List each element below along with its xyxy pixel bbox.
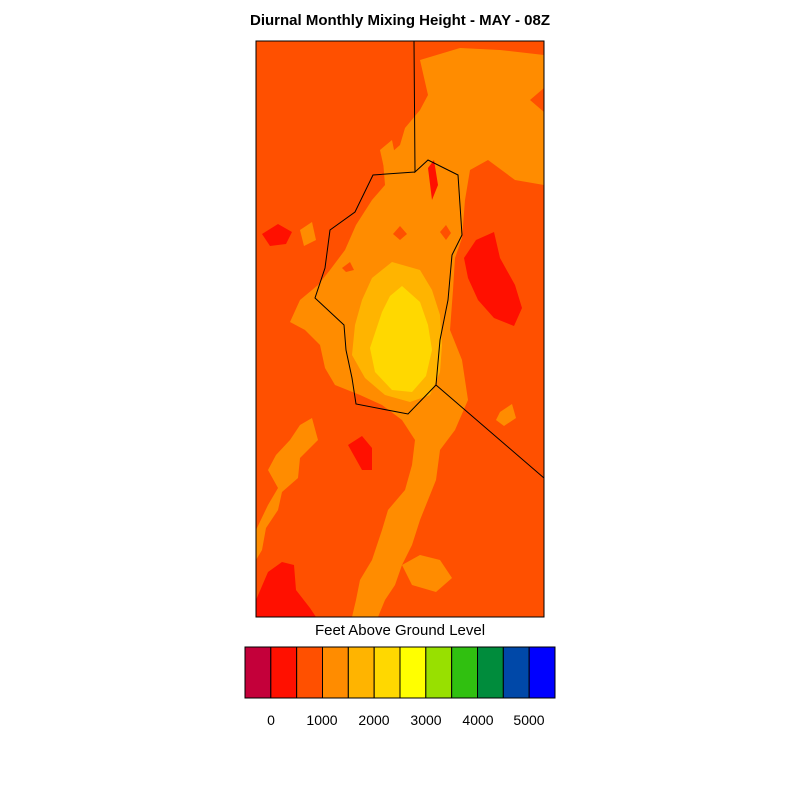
colorbar-tick-2000: 2000 [358, 712, 390, 728]
contour-level-1-islet-a [380, 140, 396, 168]
colorbar-box [425, 646, 453, 699]
contour-level-1-east [496, 404, 516, 426]
colorbar-box [477, 646, 504, 699]
colorbar-tick-5000: 5000 [513, 712, 545, 728]
map-frame [255, 40, 545, 618]
colorbar-tick-4000: 4000 [462, 712, 494, 728]
contour-low-small-a [393, 226, 407, 240]
contour-level-1-north [496, 58, 528, 86]
contour-low-east [464, 232, 522, 326]
colorbar-box [270, 646, 298, 699]
contour-level-3 [370, 286, 432, 392]
colorbar-box [296, 646, 324, 699]
colorbar-box [347, 646, 375, 699]
contour-low-center [348, 436, 372, 470]
contour-low-small-c [342, 262, 354, 272]
contour-low-west [262, 224, 292, 246]
colorbar-title: Feet Above Ground Level [314, 622, 486, 639]
colorbar-tick-3000: 3000 [410, 712, 442, 728]
colorbar-box [399, 646, 427, 699]
colorbar-tick-1000: 1000 [306, 712, 338, 728]
colorbar-box [528, 646, 556, 699]
colorbar-box [502, 646, 530, 699]
contour-level-1-southeast [402, 555, 452, 592]
colorbar-box [322, 646, 349, 699]
county-boundary [435, 384, 544, 479]
contour-low-north-sliver [428, 160, 438, 200]
contour-low-small-b [440, 225, 451, 240]
contour-level-1-west [256, 418, 318, 560]
colorbar-box [244, 646, 272, 699]
state-boundary [314, 41, 463, 415]
colorbar-tick-0: 0 [267, 712, 275, 728]
chart-title: Diurnal Monthly Mixing Height - MAY - 08… [249, 12, 550, 29]
contour-low-southwest [256, 562, 316, 617]
colorbar-box [451, 646, 479, 699]
contour-level-1-islet-b [300, 222, 316, 246]
colorbar-box [373, 646, 401, 699]
